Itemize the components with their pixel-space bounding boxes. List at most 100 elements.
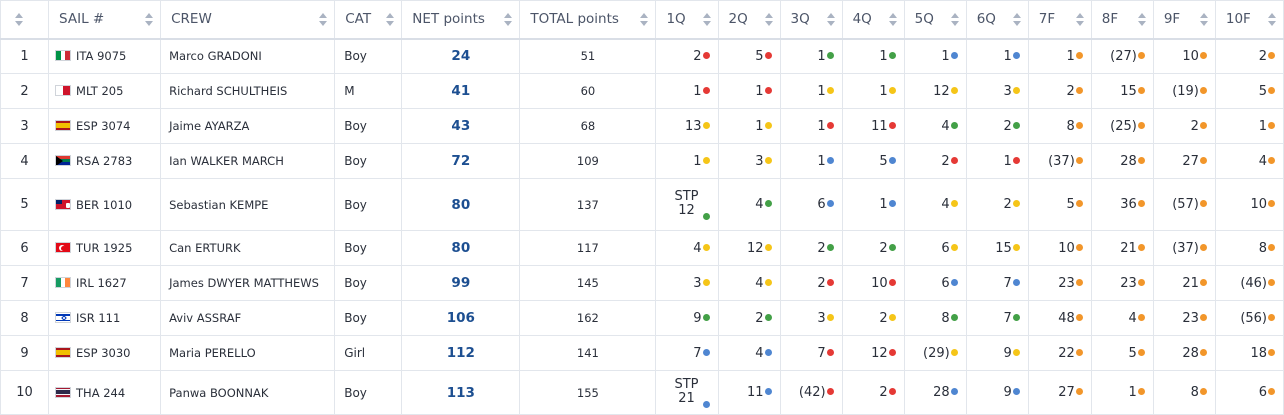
fleet-dot-icon <box>826 86 834 94</box>
table-row[interactable]: 3 ESP 3074 Jaime AYARZA Boy 43 68 13 1 1 11 4 2 8 (25… <box>0 108 1284 144</box>
race-10f-column-header[interactable]: 10F <box>1214 0 1284 40</box>
race-result-value: 10 <box>1250 197 1267 212</box>
cat-column-header[interactable]: CAT <box>334 0 403 40</box>
total-points-cell: 137 <box>519 178 657 231</box>
crew-cell: Panwa BOONNAK <box>160 370 336 415</box>
race-result-value: 6 <box>1258 385 1267 400</box>
sort-icon <box>319 13 328 27</box>
header-row: SAIL # CREW CAT NET points TOTAL points … <box>0 0 1284 40</box>
sail-cell: TUR 1925 <box>48 230 162 266</box>
fleet-dot-icon <box>1012 156 1020 164</box>
fleet-dot-icon <box>702 121 710 129</box>
sail-number: BER 1010 <box>76 197 133 212</box>
table-row[interactable]: 9 ESP 3030 Maria PERELLO Girl 112 141 7 4 7 12 (29… <box>0 335 1284 371</box>
fleet-dot-icon <box>950 156 958 164</box>
race-result-value: 1 <box>1003 48 1012 64</box>
header-label: 10F <box>1225 11 1251 28</box>
race-result-value: 48 <box>1058 310 1075 326</box>
sail-number: THA 244 <box>76 385 126 400</box>
sail-cell: BER 1010 <box>48 178 162 231</box>
race-result-value: 2 <box>1003 118 1012 134</box>
fleet-dot-icon <box>950 86 958 94</box>
fleet-dot-icon <box>1075 278 1083 286</box>
table-row[interactable]: 2 MLT 205 Richard SCHULTHEIS M 41 60 1 1 1 1 12 3 2 1… <box>0 73 1284 109</box>
race-result-cell: 8 <box>1214 230 1284 266</box>
table-row[interactable]: 10 THA 244 Panwa BOONNAK Boy 113 155 STP 21 11 (… <box>0 370 1284 415</box>
race-result-value: 1 <box>1003 153 1012 169</box>
fleet-dot-icon <box>702 156 710 164</box>
rank-column-header[interactable] <box>0 0 50 40</box>
race-result-cell: 1 <box>1027 38 1092 74</box>
race-9f-column-header[interactable]: 9F <box>1152 0 1216 40</box>
total-points-column-header[interactable]: TOTAL points <box>519 0 657 40</box>
fleet-dot-icon <box>1075 51 1083 59</box>
race-result-cell: 3 <box>655 265 719 301</box>
rank-cell: 4 <box>0 143 50 179</box>
race-4q-column-header[interactable]: 4Q <box>841 0 905 40</box>
race-result-cell: 5 <box>841 143 905 179</box>
fleet-dot-icon <box>826 348 834 356</box>
header-label: 1Q <box>666 11 686 28</box>
race-result-value: 1 <box>817 118 826 134</box>
crew-cell: Sebastian KEMPE <box>160 178 336 231</box>
race-result-cell: 2 <box>655 38 719 74</box>
table-row[interactable]: 1 ITA 9075 Marco GRADONI Boy 24 51 2 5 1 1 1 1 1 (27)… <box>0 38 1284 74</box>
race-result-value: 1 <box>879 83 888 99</box>
race-result-value: 4 <box>1258 153 1267 169</box>
total-points-cell: 51 <box>519 38 657 74</box>
race-result-value: 9 <box>693 310 702 326</box>
fleet-dot-icon <box>950 121 958 129</box>
race-result-cell: 1 <box>965 38 1029 74</box>
fleet-dot-icon <box>1012 278 1020 286</box>
fleet-dot-icon <box>1268 156 1275 164</box>
fleet-dot-icon <box>764 86 772 94</box>
flag-irl-icon <box>55 277 72 288</box>
fleet-dot-icon <box>888 86 896 94</box>
sail-column-header[interactable]: SAIL # <box>48 0 162 40</box>
race-result-cell: 23 <box>1090 265 1154 301</box>
category-cell: Boy <box>334 108 403 144</box>
net-points-column-header[interactable]: NET points <box>401 0 521 40</box>
table-row[interactable]: 5 BER 1010 Sebastian KEMPE Boy 80 137 STP 12 4 6… <box>0 178 1284 231</box>
race-result-value: 11 <box>747 385 764 400</box>
race-result-cell: 1 <box>779 143 843 179</box>
race-result-value: (29) <box>923 345 950 361</box>
sort-icon <box>145 13 154 27</box>
category-cell: Boy <box>334 265 403 301</box>
race-2q-column-header[interactable]: 2Q <box>717 0 781 40</box>
race-result-cell: 2 <box>1214 38 1284 74</box>
race-1q-column-header[interactable]: 1Q <box>655 0 719 40</box>
sort-icon <box>504 13 513 27</box>
race-result-cell: (57) <box>1152 178 1216 231</box>
table-row[interactable]: 6 TUR 1925 Can ERTURK Boy 80 117 4 12 2 2 6 15 10 21 (… <box>0 230 1284 266</box>
race-result-value: 10 <box>1182 48 1199 64</box>
race-result-cell: 3 <box>965 73 1029 109</box>
race-result-value: 2 <box>1190 118 1199 134</box>
table-row[interactable]: 4 RSA 2783 Ian WALKER MARCH Boy 72 109 1 3 1 5 2 1 (… <box>0 143 1284 179</box>
race-result-value: 36 <box>1120 197 1137 212</box>
fleet-dot-icon <box>702 400 710 408</box>
race-result-value: 13 <box>684 118 702 134</box>
fleet-dot-icon <box>1199 121 1207 129</box>
table-row[interactable]: 8 ISR 111 Aviv ASSRAF Boy 106 162 9 2 3 2 8 7 48 4 23(… <box>0 300 1284 336</box>
race-result-cell: 12 <box>903 73 967 109</box>
crew-column-header[interactable]: CREW <box>160 0 336 40</box>
race-5q-column-header[interactable]: 5Q <box>903 0 967 40</box>
fleet-dot-icon <box>888 348 896 356</box>
race-result-cell: 6 <box>1214 370 1284 415</box>
table-row[interactable]: 7 IRL 1627 James DWYER MATTHEWS Boy 99 145 3 4 2… <box>0 265 1284 301</box>
race-result-cell: 7 <box>965 265 1029 301</box>
race-result-value: STP 21 <box>674 376 699 406</box>
race-8f-column-header[interactable]: 8F <box>1090 0 1154 40</box>
header-label: SAIL # <box>59 11 105 28</box>
race-result-cell: 2 <box>779 230 843 266</box>
race-result-cell: 1 <box>779 108 843 144</box>
race-6q-column-header[interactable]: 6Q <box>965 0 1029 40</box>
net-points-cell: 24 <box>401 38 521 74</box>
race-result-value: 5 <box>1066 197 1075 212</box>
fleet-dot-icon <box>702 86 710 94</box>
race-7f-column-header[interactable]: 7F <box>1027 0 1092 40</box>
fleet-dot-icon <box>826 200 834 207</box>
race-3q-column-header[interactable]: 3Q <box>779 0 843 40</box>
